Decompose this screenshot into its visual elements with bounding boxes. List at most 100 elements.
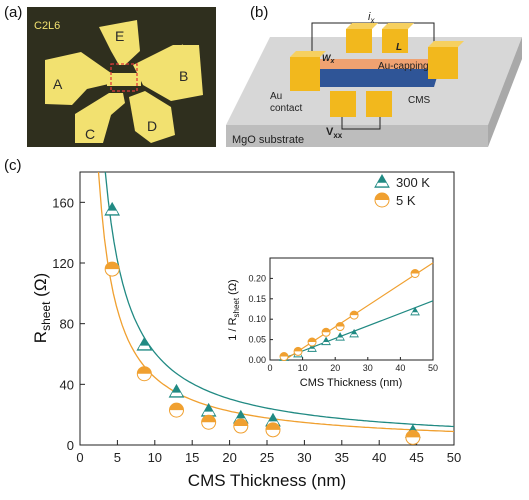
inset-data-point-s1-3 <box>321 327 331 337</box>
voltage-path <box>341 117 381 130</box>
data-point-s1-0 <box>104 261 120 277</box>
inset-x-tick-label-50: 50 <box>428 363 438 373</box>
label-au-capping: Au-capping <box>378 61 429 72</box>
panel-label-a: (a) <box>4 4 23 21</box>
label-W: Wx <box>322 53 336 65</box>
inset-data-point-s1-4 <box>335 322 345 332</box>
label-substrate: MgO substrate <box>232 134 304 146</box>
au-capping-bar <box>308 59 444 69</box>
inset-x-tick-label-0: 0 <box>267 363 272 373</box>
pad-label-a: A <box>53 76 63 92</box>
x-tick-label-40: 40 <box>372 450 386 465</box>
pad-label-b: B <box>179 68 188 84</box>
inset-data-point-s0-5 <box>349 328 359 338</box>
gold-contacts <box>290 29 458 117</box>
device-schematic: ix L Wx Au-capping Au contact CMS Vxx Mg… <box>226 11 522 147</box>
inset-x-tick-label-40: 40 <box>395 363 405 373</box>
pad-label-e: E <box>115 28 124 44</box>
inset-y-tick-label-1: 0.05 <box>248 335 266 345</box>
y-tick-label-40: 40 <box>60 377 74 392</box>
inset-axis-ticks: 0 10 20 30 40 50 0.00 0.05 0.10 0.15 0.20 <box>248 273 438 373</box>
label-au-contact-1: Au <box>270 91 282 102</box>
contact-tops <box>290 23 464 57</box>
device-micrograph: C2L6 4 μm A B C D E <box>27 7 216 147</box>
x-tick-label-35: 35 <box>335 450 349 465</box>
pad-label-c: C <box>85 126 95 142</box>
inset-y-tick-label-0: 0.00 <box>248 355 266 365</box>
inset-data-point-s0-6 <box>410 306 420 316</box>
data-point-s1-6 <box>405 429 421 445</box>
pad-c <box>75 93 125 143</box>
legend-marker-1 <box>374 192 390 208</box>
data-point-s1-3 <box>201 414 217 430</box>
sheet-resistance-chart: 0 5 10 15 20 25 30 35 40 45 50 0 40 80 120 160 CMS Thic… <box>31 171 461 490</box>
legend-label-0: 300 K <box>396 175 430 190</box>
inset-chart: 0 10 20 30 40 50 0.00 0.05 0.10 0.15 0.20 CMS Thic… <box>227 257 438 389</box>
inset-x-axis-label: CMS Thickness (nm) <box>300 377 402 389</box>
inset-data-point-s1-5 <box>349 310 359 320</box>
data-point-s1-1 <box>136 366 152 382</box>
inset-x-tick-label-10: 10 <box>298 363 308 373</box>
legend-marker-0 <box>374 173 390 188</box>
x-tick-label-5: 5 <box>114 450 121 465</box>
inset-data-point-s1-0 <box>279 352 289 362</box>
device-marker <box>110 63 138 92</box>
inset-x-tick-label-20: 20 <box>330 363 340 373</box>
substrate-front <box>226 125 488 147</box>
data-point-s0-0 <box>104 201 121 216</box>
inset-y-tick-label-4: 0.20 <box>248 273 266 283</box>
sample-label: C2L6 <box>34 20 60 32</box>
pad-d <box>129 91 175 143</box>
legend-label-1: 5 K <box>396 193 416 208</box>
inset-data-point-s0-2 <box>307 343 317 352</box>
main-data-points <box>104 201 421 445</box>
main-x-axis-label: CMS Thickness (nm) <box>188 471 346 490</box>
pad-b <box>133 45 203 101</box>
inset-fit-line-0 <box>278 300 434 361</box>
x-tick-label-45: 45 <box>409 450 423 465</box>
fit-curve-0 <box>104 171 455 428</box>
x-tick-label-25: 25 <box>260 450 274 465</box>
contact-bottom-1 <box>330 91 356 117</box>
label-vxx: Vxx <box>326 126 343 140</box>
label-au-contact-2: contact <box>270 103 302 114</box>
inset-data-point-s0-3 <box>321 336 331 346</box>
data-point-s1-2 <box>168 402 184 418</box>
x-tick-label-0: 0 <box>76 450 83 465</box>
inset-data-point-s1-2 <box>307 337 317 347</box>
inset-y-axis-label: 1 / Rsheet (Ω) <box>227 279 241 340</box>
main-axis-ticks: 0 5 10 15 20 25 30 35 40 45 50 0 40 80 120 160 <box>52 195 461 465</box>
pad-e <box>99 20 140 65</box>
contact-bottom-2 <box>366 91 392 117</box>
pad-a <box>45 52 113 105</box>
label-L: L <box>396 42 402 53</box>
contact-left <box>290 57 320 91</box>
contact-top-1 <box>346 29 372 53</box>
contact-top-2 <box>382 29 408 53</box>
label-cms: CMS <box>408 95 431 106</box>
data-point-s0-1 <box>136 336 153 351</box>
x-tick-label-30: 30 <box>297 450 311 465</box>
x-tick-label-10: 10 <box>148 450 162 465</box>
inset-data-point-s1-1 <box>293 346 303 356</box>
y-tick-label-120: 120 <box>52 256 74 271</box>
inset-y-tick-label-2: 0.10 <box>248 314 266 324</box>
inset-data-points <box>279 269 420 362</box>
contact-right <box>428 47 458 79</box>
inset-y-tick-label-3: 0.15 <box>248 294 266 304</box>
x-tick-label-20: 20 <box>222 450 236 465</box>
current-label: ix <box>368 11 375 25</box>
main-y-axis-label: Rsheet (Ω) <box>31 273 53 343</box>
data-point-s0-2 <box>168 383 185 398</box>
y-tick-label-0: 0 <box>67 438 74 453</box>
inset-frame <box>269 257 434 361</box>
inset-data-point-s0-4 <box>335 332 345 341</box>
inset-data-point-s1-6 <box>410 269 420 279</box>
panel-label-b: (b) <box>250 4 269 21</box>
panel-label-c: (c) <box>4 157 22 174</box>
pad-label-d: D <box>147 118 157 134</box>
cms-bar <box>302 67 440 87</box>
y-tick-label-80: 80 <box>60 317 74 332</box>
gold-pads <box>45 20 203 143</box>
data-point-s0-3 <box>200 402 217 417</box>
